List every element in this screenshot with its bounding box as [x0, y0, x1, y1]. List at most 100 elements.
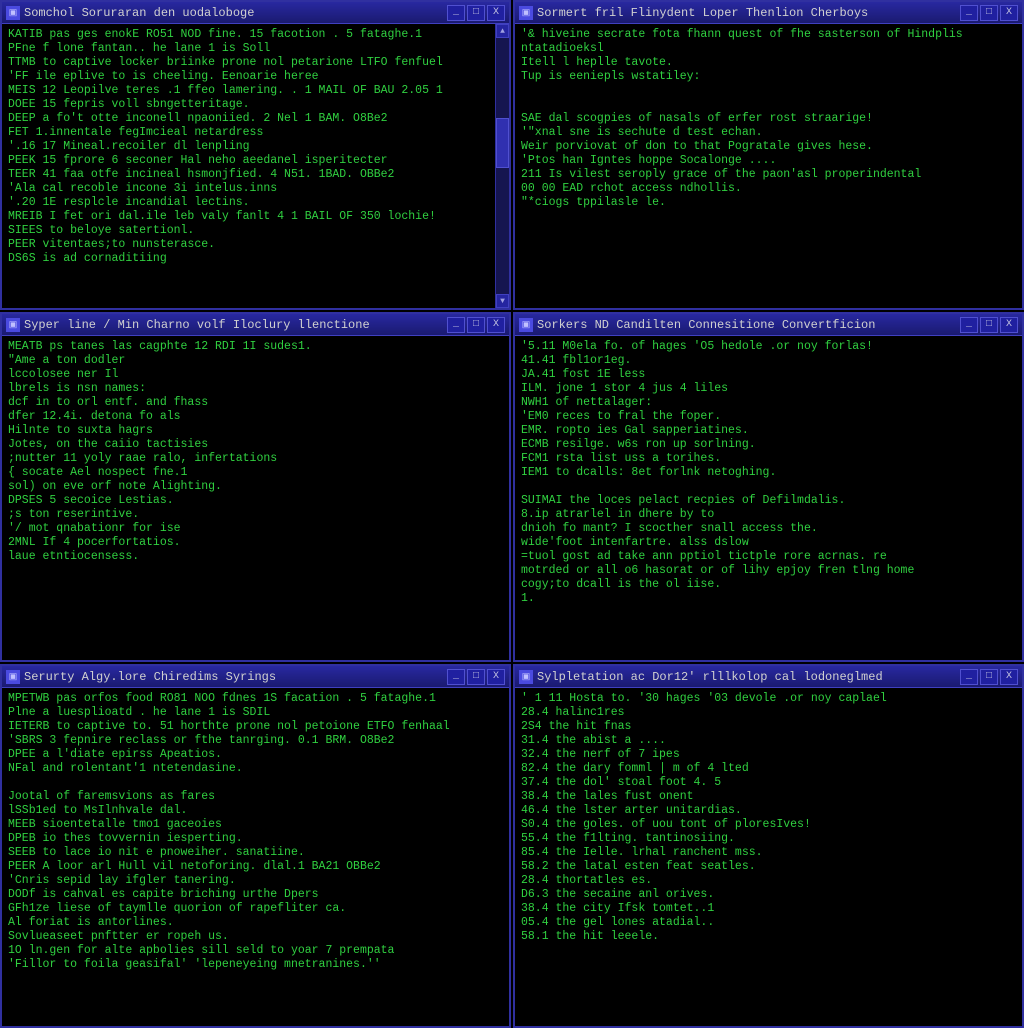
close-button[interactable]: X [1000, 669, 1018, 685]
terminal-line: Sovlueaseet pnftter er ropeh us. [8, 930, 503, 944]
terminal-line: S0.4 the goles. of uou tont of ploresIve… [521, 818, 1016, 832]
terminal-line: KATIB pas ges enokE RO51 NOD fine. 15 fa… [8, 28, 503, 42]
terminal-line: 37.4 the dol' stoal foot 4. 5 [521, 776, 1016, 790]
maximize-button[interactable]: □ [467, 5, 485, 21]
window-icon: ▣ [519, 6, 533, 20]
terminal-line: DPEB io thes tovvernin iesperting. [8, 832, 503, 846]
window-controls: _ □ X [447, 669, 505, 685]
maximize-button[interactable]: □ [467, 317, 485, 333]
window-controls: _ □ X [447, 317, 505, 333]
terminal-line: ;s ton reserintive. [8, 508, 503, 522]
terminal-body[interactable]: KATIB pas ges enokE RO51 NOD fine. 15 fa… [2, 24, 509, 308]
window-controls: _ □ X [960, 5, 1018, 21]
close-button[interactable]: X [1000, 5, 1018, 21]
terminal-line: ECMB resilge. w6s ron up sorlning. [521, 438, 1016, 452]
terminal-line: SEEB to lace io nit e pnoweiher. sanatii… [8, 846, 503, 860]
minimize-button[interactable]: _ [960, 317, 978, 333]
terminal-line: ;nutter 11 yoly raae ralo, infertations [8, 452, 503, 466]
terminal-line: dnioh fo mant? I scocther snall access t… [521, 522, 1016, 536]
scroll-up-icon[interactable]: ▲ [496, 24, 509, 38]
terminal-line: '5.11 M0ela fo. of hages 'O5 hedole .or … [521, 340, 1016, 354]
terminal-line: 'Ptos han Igntes hoppe Socalonge .... [521, 154, 1016, 168]
maximize-button[interactable]: □ [980, 669, 998, 685]
terminal-line: SAE dal scogpies of nasals of erfer rost… [521, 112, 1016, 126]
terminal-line: 55.4 the f1lting. tantinosiing. [521, 832, 1016, 846]
terminal-line: 1. [521, 592, 1016, 606]
terminal-line: SIEES to beloye satertionl. [8, 224, 503, 238]
terminal-line: PEEK 15 fprore 6 seconer Hal neho aeedan… [8, 154, 503, 168]
terminal-body[interactable]: MPETWB pas orfos food RO81 NOO fdnes 1S … [2, 688, 509, 1026]
terminal-line: 'FF ile eplive to is cheeling. Eenoarie … [8, 70, 503, 84]
window-title: Sorkers ND Candilten Connesitione Conver… [537, 318, 956, 332]
terminal-line: 8.ip atrarlel in dhere by to [521, 508, 1016, 522]
terminal-line: Plne a luesplioatd . he lane 1 is SDIL [8, 706, 503, 720]
terminal-line: sol) on eve orf note Alighting. [8, 480, 503, 494]
titlebar[interactable]: ▣ Sorkers ND Candilten Connesitione Conv… [515, 314, 1022, 336]
terminal-line: 2S4 the hit fnas [521, 720, 1016, 734]
terminal-line: SUIMAI the loces pelact recpies of Defil… [521, 494, 1016, 508]
terminal-line: 58.1 the hit leeele. [521, 930, 1016, 944]
window-icon: ▣ [519, 318, 533, 332]
titlebar[interactable]: ▣ Syper line / Min Charno volf Iloclury … [2, 314, 509, 336]
minimize-button[interactable]: _ [960, 5, 978, 21]
terminal-line: DPSES 5 secoice Lestias. [8, 494, 503, 508]
terminal-line: '.20 1E resplcle incandial lectins. [8, 196, 503, 210]
window-title: Sylpletation ac Dor12' rlllkolop cal lod… [537, 670, 956, 684]
maximize-button[interactable]: □ [980, 317, 998, 333]
titlebar[interactable]: ▣ Somchol Soruraran den uodaloboge _ □ X [2, 2, 509, 24]
terminal-line: wide'foot intenfartre. alss dslow [521, 536, 1016, 550]
minimize-button[interactable]: _ [447, 317, 465, 333]
titlebar[interactable]: ▣ Serurty Algy.lore Chiredims Syrings _ … [2, 666, 509, 688]
scroll-down-icon[interactable]: ▼ [496, 294, 509, 308]
terminal-line: ntatadioeksl [521, 42, 1016, 56]
terminal-line: Weir porviovat of don to that Pogratale … [521, 140, 1016, 154]
scrollbar-thumb[interactable] [496, 118, 509, 168]
terminal-body[interactable]: '& hiveine secrate fota fhann quest of f… [515, 24, 1022, 308]
terminal-line: 38.4 the lales fust onent [521, 790, 1016, 804]
minimize-button[interactable]: _ [960, 669, 978, 685]
terminal-line: 32.4 the nerf of 7 ipes [521, 748, 1016, 762]
terminal-body[interactable]: ' 1 11 Hosta to. '30 hages '03 devole .o… [515, 688, 1022, 1026]
terminal-body[interactable]: '5.11 M0ela fo. of hages 'O5 hedole .or … [515, 336, 1022, 660]
window-title: Syper line / Min Charno volf Iloclury ll… [24, 318, 443, 332]
close-button[interactable]: X [1000, 317, 1018, 333]
terminal-line: DODf is cahval es capite briching urthe … [8, 888, 503, 902]
terminal-line: lSSb1ed to MsIlnhvale dal. [8, 804, 503, 818]
terminal-pane-1: ▣ Somchol Soruraran den uodaloboge _ □ X… [0, 0, 511, 310]
window-title: Sormert fril Flinydent Loper Thenlion Ch… [537, 6, 956, 20]
terminal-line: 2MNL If 4 pocerfortatios. [8, 536, 503, 550]
minimize-button[interactable]: _ [447, 669, 465, 685]
terminal-line: "Ame a ton dodler [8, 354, 503, 368]
terminal-line: TEER 41 faa otfe incineal hsmonjfied. 4 … [8, 168, 503, 182]
terminal-pane-3: ▣ Syper line / Min Charno volf Iloclury … [0, 312, 511, 662]
terminal-line [8, 776, 503, 790]
titlebar[interactable]: ▣ Sormert fril Flinydent Loper Thenlion … [515, 2, 1022, 24]
terminal-line: Hilnte to suxta hagrs [8, 424, 503, 438]
window-controls: _ □ X [960, 669, 1018, 685]
terminal-line: cogy;to dcall is the ol iise. [521, 578, 1016, 592]
terminal-line: Tup is eeniepls wstatiley: [521, 70, 1016, 84]
terminal-line: 28.4 thortatles es. [521, 874, 1016, 888]
terminal-line: DEEP a fo't otte inconell npaoniied. 2 N… [8, 112, 503, 126]
terminal-line: 'Cnris sepid lay ifgler tanering. [8, 874, 503, 888]
terminal-line: lbrels is nsn names: [8, 382, 503, 396]
close-button[interactable]: X [487, 669, 505, 685]
minimize-button[interactable]: _ [447, 5, 465, 21]
close-button[interactable]: X [487, 5, 505, 21]
terminal-line: MPETWB pas orfos food RO81 NOO fdnes 1S … [8, 692, 503, 706]
terminal-line: 41.41 fbl1or1eg. [521, 354, 1016, 368]
terminal-pane-4: ▣ Sorkers ND Candilten Connesitione Conv… [513, 312, 1024, 662]
close-button[interactable]: X [487, 317, 505, 333]
scrollbar[interactable]: ▲ ▼ [495, 24, 509, 308]
scrollbar-track[interactable] [496, 38, 509, 294]
terminal-line: ILM. jone 1 stor 4 jus 4 liles [521, 382, 1016, 396]
maximize-button[interactable]: □ [980, 5, 998, 21]
terminal-line: DS6S is ad cornaditiing [8, 252, 503, 266]
terminal-line: =tuol gost ad take ann pptiol tictple ro… [521, 550, 1016, 564]
terminal-line: FET 1.innentale fegImcieal netardress [8, 126, 503, 140]
titlebar[interactable]: ▣ Sylpletation ac Dor12' rlllkolop cal l… [515, 666, 1022, 688]
terminal-line: D6.3 the secaine anl orives. [521, 888, 1016, 902]
terminal-line: PEER A loor arl Hull vil netoforing. dla… [8, 860, 503, 874]
maximize-button[interactable]: □ [467, 669, 485, 685]
terminal-body[interactable]: MEATB ps tanes las cagphte 12 RDI 1I sud… [2, 336, 509, 660]
